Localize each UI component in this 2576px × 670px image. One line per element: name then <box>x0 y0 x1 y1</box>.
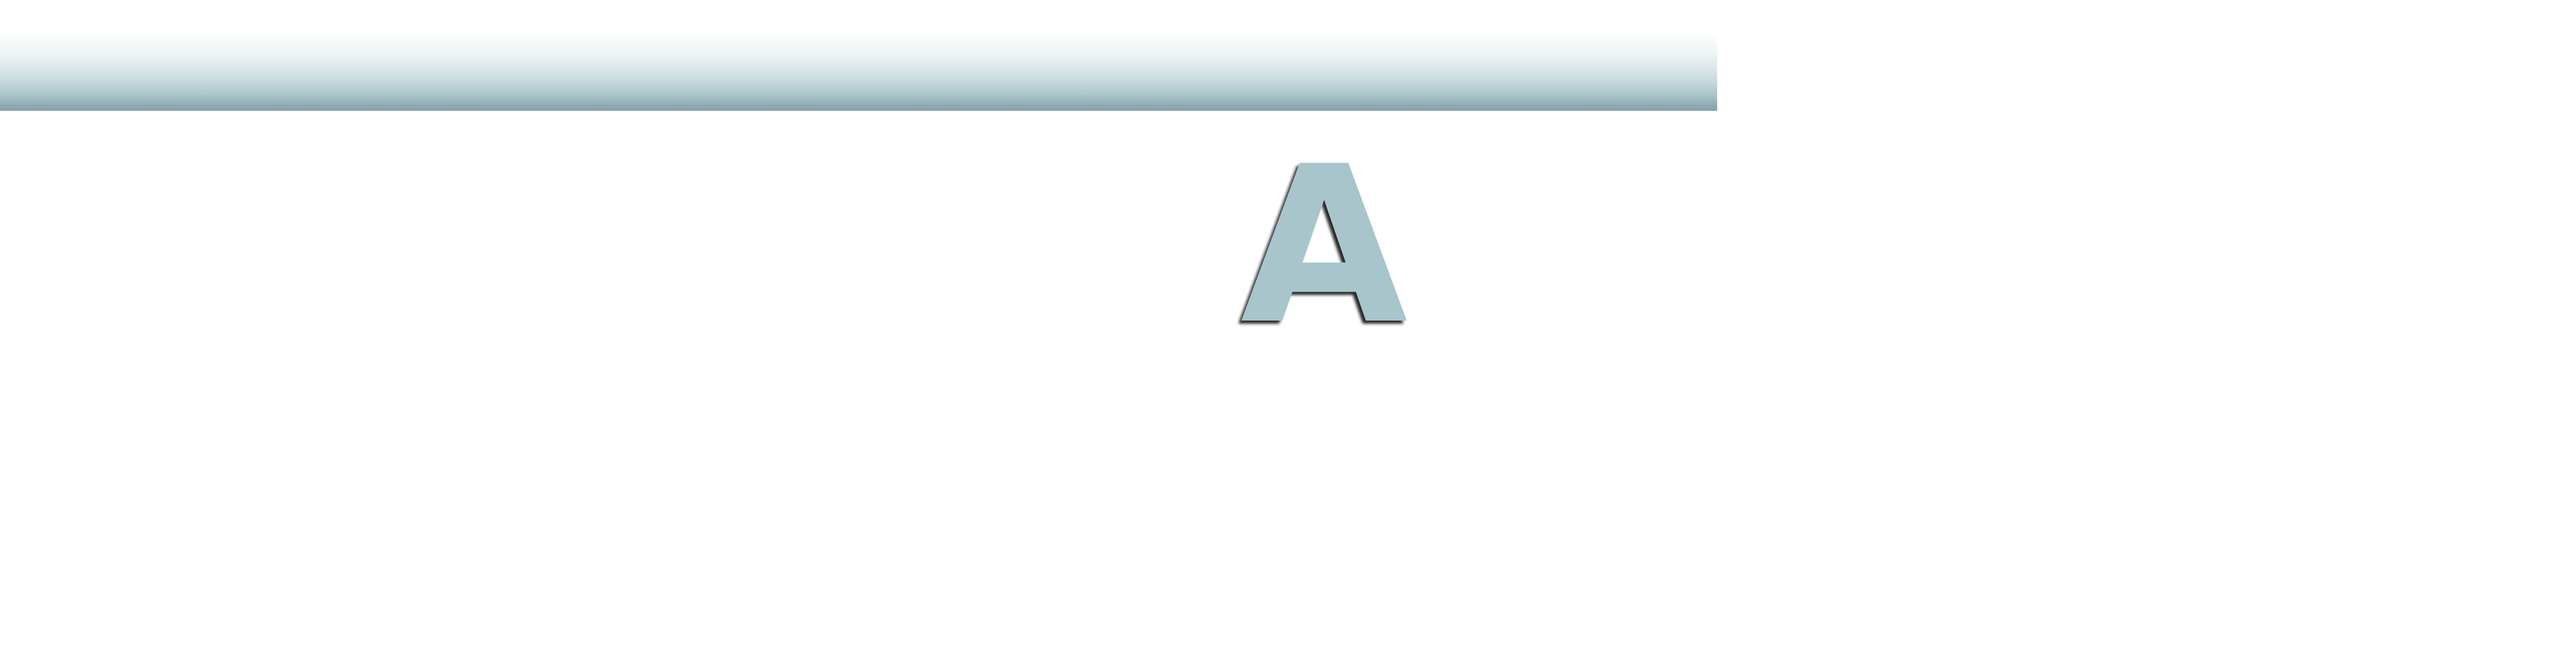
header-gradient-band <box>0 0 1717 111</box>
logo-letter-mark: A <box>1236 155 1412 330</box>
letter-a-icon: A <box>1240 155 1409 330</box>
logo-letter-text: A <box>1240 155 1409 330</box>
